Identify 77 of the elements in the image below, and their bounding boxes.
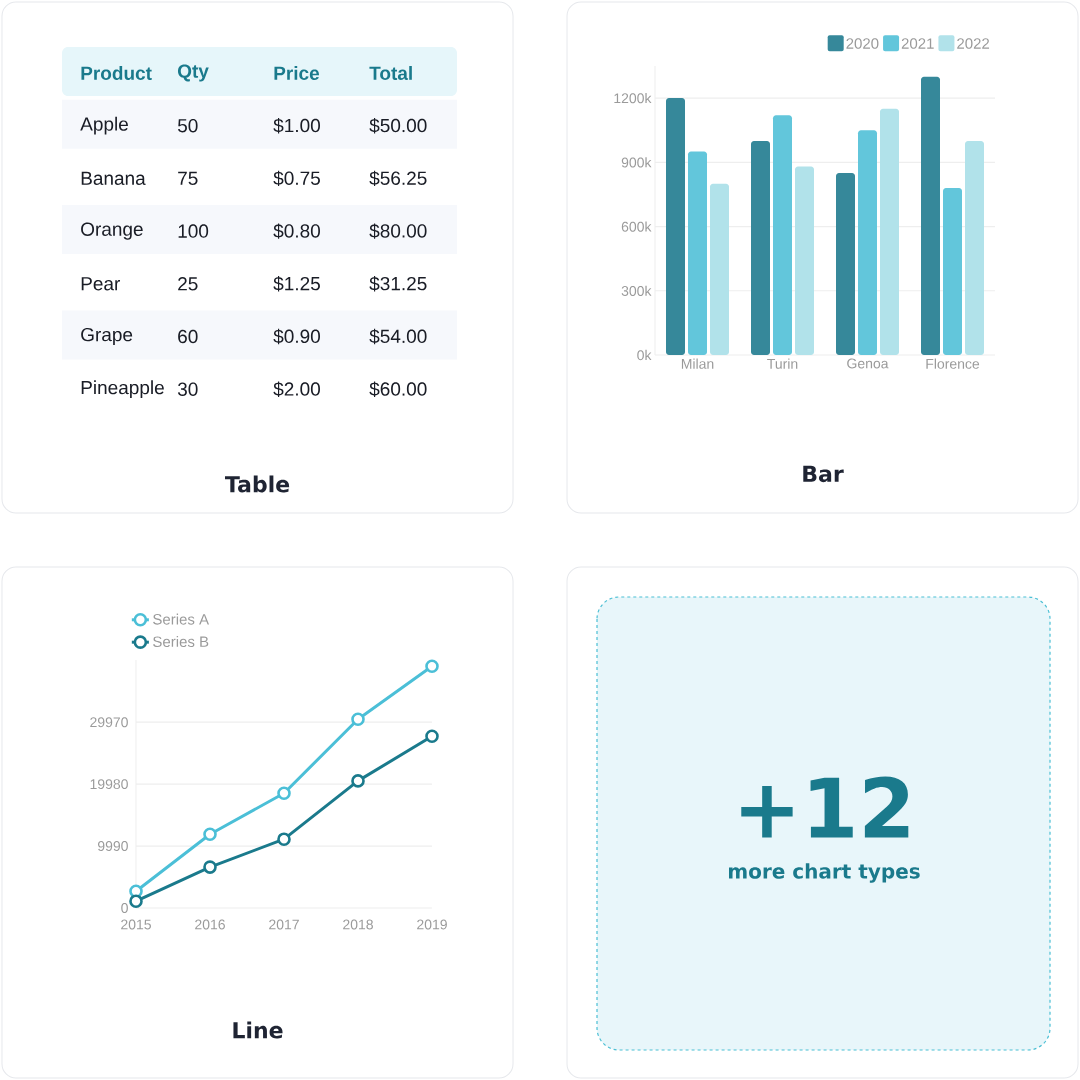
bar — [710, 183, 730, 355]
text: 100 — [178, 224, 209, 238]
text: $54.00 — [369, 328, 427, 345]
text: Orange — [81, 222, 143, 240]
text: Grape — [81, 327, 133, 346]
text: $0.90 — [273, 328, 320, 345]
text: $0.75 — [273, 170, 320, 187]
text: 25 — [178, 277, 198, 291]
text: 30 — [177, 382, 198, 396]
bar — [965, 140, 984, 355]
text: 50 — [177, 118, 198, 133]
y-tick-label: 900k — [621, 157, 652, 168]
bar — [943, 188, 962, 355]
x-tick-label: Genoa — [847, 358, 889, 369]
y-tick-label: 0 — [121, 903, 128, 913]
point — [351, 774, 365, 788]
text: Line — [233, 1021, 283, 1039]
point — [129, 894, 143, 908]
point — [203, 827, 217, 842]
point — [277, 786, 291, 801]
text: Price — [274, 66, 320, 80]
bar — [921, 76, 940, 355]
y-tick-label: 300k — [621, 285, 652, 296]
text: $2.00 — [273, 381, 320, 397]
x-tick-label: 2016 — [195, 919, 225, 930]
text: Pear — [81, 277, 121, 291]
bar — [751, 140, 770, 355]
legend-label: 2020 — [846, 38, 879, 49]
text: $1.25 — [273, 276, 320, 292]
text: Bar — [803, 465, 844, 483]
point — [277, 832, 291, 846]
text: $56.25 — [369, 170, 427, 187]
y-tick-label: 1200k — [614, 92, 652, 104]
point — [351, 712, 365, 727]
bar — [880, 108, 899, 355]
legend-label: Series B — [153, 635, 209, 647]
y-tick-label: 0k — [637, 349, 652, 361]
text: 60 — [178, 329, 198, 344]
bar — [666, 98, 686, 355]
legend-label: 2021 — [901, 38, 934, 49]
y-tick-label: 29970 — [90, 717, 128, 728]
text: Qty — [177, 64, 209, 82]
bar — [836, 173, 855, 355]
x-tick-label: 2015 — [121, 919, 151, 930]
text: 75 — [178, 171, 198, 186]
x-tick-label: 2017 — [269, 919, 299, 930]
y-tick-label: 600k — [621, 221, 652, 232]
point — [425, 729, 439, 744]
text: Apple — [80, 116, 128, 135]
y-tick-label: 19980 — [90, 779, 128, 790]
text: $31.25 — [369, 276, 427, 292]
text: Table — [225, 475, 290, 493]
text: $80.00 — [369, 223, 427, 239]
text: $0.80 — [273, 223, 320, 239]
text: Banana — [81, 171, 146, 186]
x-tick-label: Florence — [926, 358, 980, 369]
bar — [858, 130, 877, 355]
bar — [795, 166, 814, 355]
text: Product — [81, 66, 152, 80]
y-tick-label: 9990 — [97, 841, 128, 852]
bar — [773, 115, 792, 355]
legend-label: Series A — [153, 613, 210, 625]
x-tick-label: 2019 — [417, 919, 447, 930]
text: more chart types — [729, 863, 920, 883]
x-tick-label: Turin — [767, 358, 798, 369]
text: $1.00 — [273, 118, 320, 134]
text: Pineapple — [81, 380, 164, 399]
point — [425, 659, 439, 673]
point — [203, 860, 217, 874]
legend-label: 2022 — [957, 38, 990, 49]
x-tick-label: 2018 — [343, 919, 373, 930]
text: $60.00 — [369, 381, 427, 397]
text: $50.00 — [369, 118, 427, 134]
bar — [688, 151, 708, 355]
x-tick-label: Milan — [681, 358, 714, 369]
text: +12 — [741, 776, 909, 838]
text: Total — [369, 66, 412, 80]
